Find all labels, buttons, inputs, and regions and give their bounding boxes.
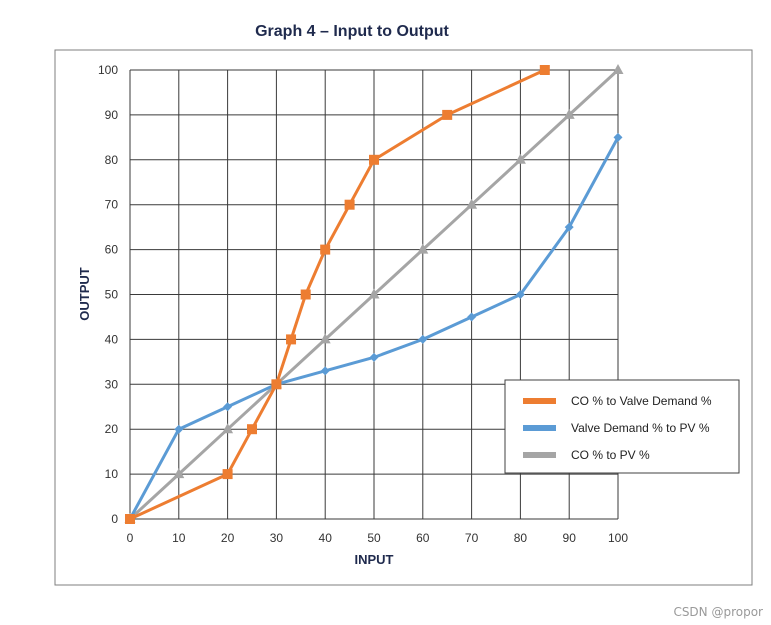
x-tick-label: 70 xyxy=(465,531,479,545)
data-point xyxy=(320,366,330,376)
data-point xyxy=(563,108,575,119)
data-point xyxy=(369,154,379,165)
data-point xyxy=(466,198,478,209)
y-axis-ticks: 0 10 20 30 40 50 60 70 80 90 100 xyxy=(98,63,118,526)
watermark-text: CSDN @propor xyxy=(673,605,763,619)
y-tick-label: 50 xyxy=(105,288,119,302)
y-tick-label: 20 xyxy=(105,422,119,436)
y-tick-label: 0 xyxy=(111,512,118,526)
data-point xyxy=(319,333,331,344)
x-tick-label: 20 xyxy=(221,531,235,545)
data-point xyxy=(418,334,428,344)
data-point xyxy=(222,423,234,434)
data-point xyxy=(442,109,453,120)
y-axis-label: OUTPUT xyxy=(77,267,92,321)
data-point xyxy=(467,312,477,322)
data-point xyxy=(271,379,282,390)
data-point xyxy=(515,290,525,299)
x-tick-label: 80 xyxy=(514,531,528,545)
x-tick-label: 100 xyxy=(608,531,628,545)
data-point xyxy=(173,468,185,479)
x-tick-label: 30 xyxy=(270,531,284,545)
data-point xyxy=(539,65,550,75)
data-point xyxy=(344,199,355,210)
legend-label: CO % to Valve Demand % xyxy=(571,394,712,408)
y-tick-label: 60 xyxy=(105,243,119,257)
x-tick-label: 50 xyxy=(367,531,381,545)
data-point xyxy=(564,222,574,232)
data-point xyxy=(286,334,297,345)
x-tick-label: 0 xyxy=(127,531,134,545)
data-point xyxy=(612,64,624,74)
data-point xyxy=(125,514,135,524)
y-tick-label: 90 xyxy=(105,108,119,122)
data-point xyxy=(514,153,526,164)
x-axis-ticks: 0 10 20 30 40 50 60 70 80 90 100 xyxy=(127,531,629,545)
series-group-item xyxy=(125,65,550,524)
legend: CO % to Valve Demand % Valve Demand % to … xyxy=(504,379,740,474)
data-point xyxy=(417,243,429,254)
chart-title: Graph 4 – Input to Output xyxy=(255,23,449,40)
legend-label: CO % to PV % xyxy=(571,448,650,462)
x-tick-label: 40 xyxy=(319,531,333,545)
data-point xyxy=(300,289,311,300)
data-point xyxy=(369,352,379,362)
data-point xyxy=(320,244,331,255)
y-tick-label: 40 xyxy=(105,332,119,346)
data-point xyxy=(247,424,257,435)
y-tick-label: 80 xyxy=(105,153,119,167)
y-tick-label: 100 xyxy=(98,63,118,77)
series-group xyxy=(124,64,624,524)
y-tick-label: 70 xyxy=(105,198,119,212)
y-tick-label: 10 xyxy=(105,467,119,481)
x-tick-label: 60 xyxy=(416,531,430,545)
chart-outer-frame xyxy=(54,49,753,586)
data-point xyxy=(223,402,233,412)
data-point xyxy=(613,132,623,142)
data-point xyxy=(174,424,184,434)
y-tick-label: 30 xyxy=(105,377,119,391)
data-point xyxy=(368,288,380,299)
x-tick-label: 10 xyxy=(172,531,186,545)
grid xyxy=(129,69,619,520)
data-point xyxy=(222,469,233,480)
x-tick-label: 90 xyxy=(563,531,577,545)
legend-label: Valve Demand % to PV % xyxy=(571,421,710,435)
x-axis-label: INPUT xyxy=(355,552,394,567)
